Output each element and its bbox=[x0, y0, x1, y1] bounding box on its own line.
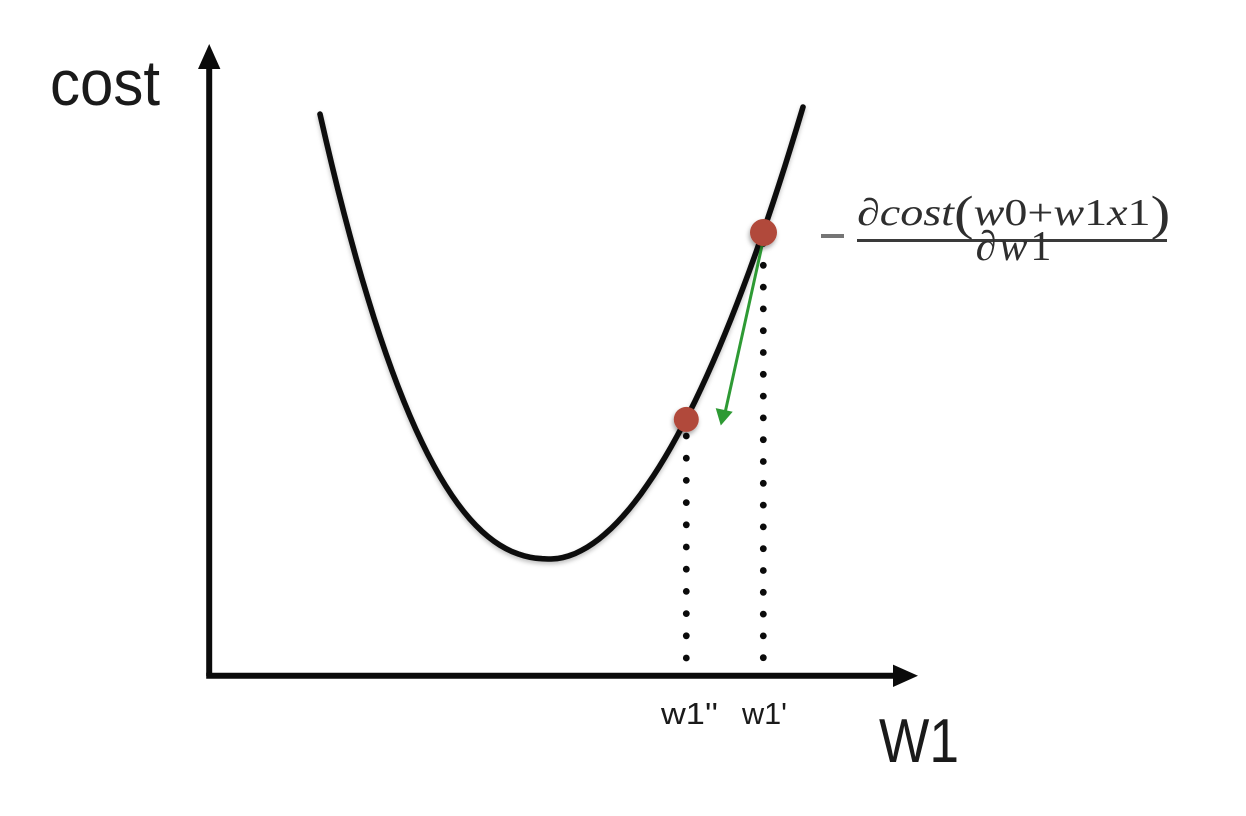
svg-text:cost: cost bbox=[50, 47, 160, 119]
svg-text:w1': w1' bbox=[741, 696, 787, 731]
svg-text:w1'': w1'' bbox=[660, 696, 718, 731]
svg-text:W1: W1 bbox=[879, 707, 959, 776]
